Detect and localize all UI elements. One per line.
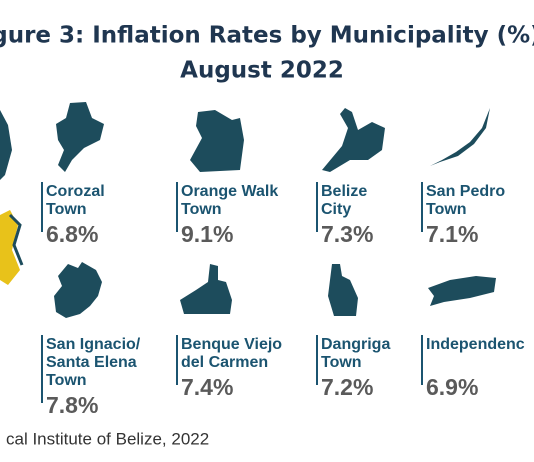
municipality-name: Independenc [426, 336, 525, 353]
subtitle: August 2022 [180, 58, 344, 84]
municipality-name: Santa Elena [46, 354, 137, 371]
orange-walk-shape [190, 110, 244, 172]
municipality-name: Town [46, 201, 87, 218]
municipality-name: Dangriga [321, 336, 390, 353]
municipality-name: Town [426, 201, 467, 218]
map-fragment [8, 213, 24, 266]
inflation-rate: 7.4% [181, 374, 233, 400]
municipality-name: Corozal [46, 183, 105, 200]
municipality-name: Town [46, 372, 87, 389]
inflation-rate: 6.9% [426, 374, 478, 400]
map-fragment [0, 110, 12, 180]
belize-city-shape [322, 108, 385, 172]
inflation-rate: 6.8% [46, 221, 98, 247]
dangriga-shape [328, 264, 358, 316]
municipality-name: San Ignacio/ [46, 336, 141, 353]
municipality-name: Town [181, 201, 222, 218]
municipality-name: Orange Walk [181, 183, 278, 200]
title: igure 3: Inflation Rates by Municipality… [0, 23, 534, 49]
municipality-name: Town [321, 354, 362, 371]
san-ignacio-shape [54, 262, 102, 318]
municipality-name: San Pedro [426, 183, 505, 200]
municipality-name: del Carmen [181, 354, 268, 371]
inflation-rate: 7.2% [321, 374, 373, 400]
san-pedro-shape [430, 108, 490, 166]
inflation-rate: 7.8% [46, 392, 98, 418]
inflation-rate: 9.1% [181, 221, 233, 247]
inflation-rate: 7.3% [321, 221, 373, 247]
map-fragment [0, 210, 20, 285]
corozal-shape [56, 102, 104, 172]
inflation-rate: 7.1% [426, 221, 478, 247]
benque-shape [180, 264, 232, 314]
source: cal Institute of Belize, 2022 [6, 429, 209, 448]
independence-shape [428, 276, 496, 306]
municipality-name: City [321, 201, 351, 218]
municipality-name: Benque Viejo [181, 336, 282, 353]
municipality-name: Belize [321, 183, 367, 200]
